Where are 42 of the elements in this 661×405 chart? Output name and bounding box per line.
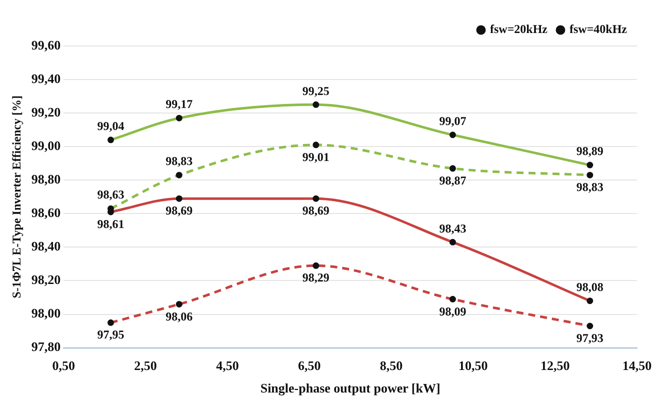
legend-label: fsw=40kHz — [569, 22, 628, 36]
data-label: 98,83 — [576, 180, 604, 194]
data-label: 98,69 — [166, 204, 193, 218]
data-label: 99,25 — [302, 84, 330, 98]
x-tick-label: 12,50 — [540, 358, 570, 373]
data-label: 98,06 — [166, 309, 193, 324]
y-tick-label: 98,20 — [31, 272, 61, 288]
x-tick-label: 8,50 — [380, 358, 403, 373]
data-label: 98,89 — [576, 144, 604, 158]
data-label: 97,93 — [576, 331, 604, 346]
data-label: 99,17 — [166, 97, 193, 112]
data-label: 98,43 — [439, 221, 466, 236]
data-label: 99,07 — [439, 114, 466, 128]
data-label: 99,04 — [97, 118, 124, 133]
data-label: 98,09 — [439, 304, 466, 318]
y-tick-label: 98,40 — [31, 238, 61, 254]
x-tick-label: 6,50 — [298, 358, 321, 373]
y-tick-label: 98,60 — [31, 205, 61, 220]
data-label: 97,95 — [97, 328, 124, 342]
y-tick-label: 99,60 — [31, 37, 61, 52]
data-label: 98,29 — [302, 270, 330, 285]
data-label: 98,63 — [97, 188, 124, 202]
legend-label: fsw=20kHz — [490, 22, 548, 36]
data-label: 98,08 — [576, 280, 604, 294]
y-tick-label: 99,00 — [31, 138, 61, 153]
x-tick-label: 2,50 — [134, 358, 157, 373]
x-axis-title: Single-phase output power [kW] — [260, 380, 440, 396]
data-label: 98,83 — [166, 154, 193, 168]
x-tick-label: 4,50 — [216, 358, 239, 373]
data-label: 99,01 — [302, 150, 330, 164]
x-tick-label: 10,50 — [458, 358, 488, 373]
data-label: 98,61 — [97, 217, 124, 232]
y-tick-label: 97,80 — [31, 339, 61, 354]
x-tick-label: 14,50 — [622, 358, 652, 373]
y-tick-label: 99,20 — [31, 104, 61, 120]
y-tick-label: 98,80 — [31, 171, 61, 186]
y-tick-label: 98,00 — [31, 306, 61, 321]
y-tick-label: 99,40 — [31, 70, 61, 86]
data-label: 98,69 — [302, 204, 330, 218]
y-axis-title: S-1Φ7L E-Type Inverter Efficiency [%] — [9, 95, 24, 298]
data-label: 98,87 — [439, 173, 466, 188]
x-tick-label: 0,50 — [52, 358, 76, 373]
